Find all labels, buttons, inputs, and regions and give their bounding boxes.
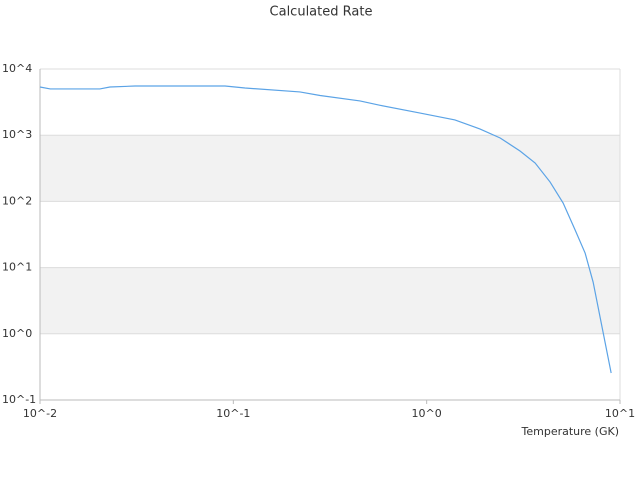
y-tick-label: 10^3 bbox=[2, 128, 32, 141]
x-tick-label: 10^0 bbox=[412, 407, 442, 420]
x-axis-label: Temperature (GK) bbox=[521, 425, 620, 438]
y-tick-label: 10^-1 bbox=[2, 393, 36, 406]
data-line bbox=[39, 85, 612, 374]
y-tick-label: 10^0 bbox=[2, 327, 32, 340]
y-tick-label: 10^4 bbox=[2, 62, 32, 75]
x-tick-label: 10^-2 bbox=[23, 407, 57, 420]
x-tick-label: 10^-1 bbox=[216, 407, 250, 420]
y-tick-label: 10^2 bbox=[2, 194, 32, 207]
chart-title: Calculated Rate bbox=[270, 5, 373, 20]
grid-band bbox=[40, 135, 620, 202]
grid-band bbox=[40, 267, 620, 334]
x-tick-label: 10^1 bbox=[605, 407, 635, 420]
y-tick-label: 10^1 bbox=[2, 261, 32, 274]
